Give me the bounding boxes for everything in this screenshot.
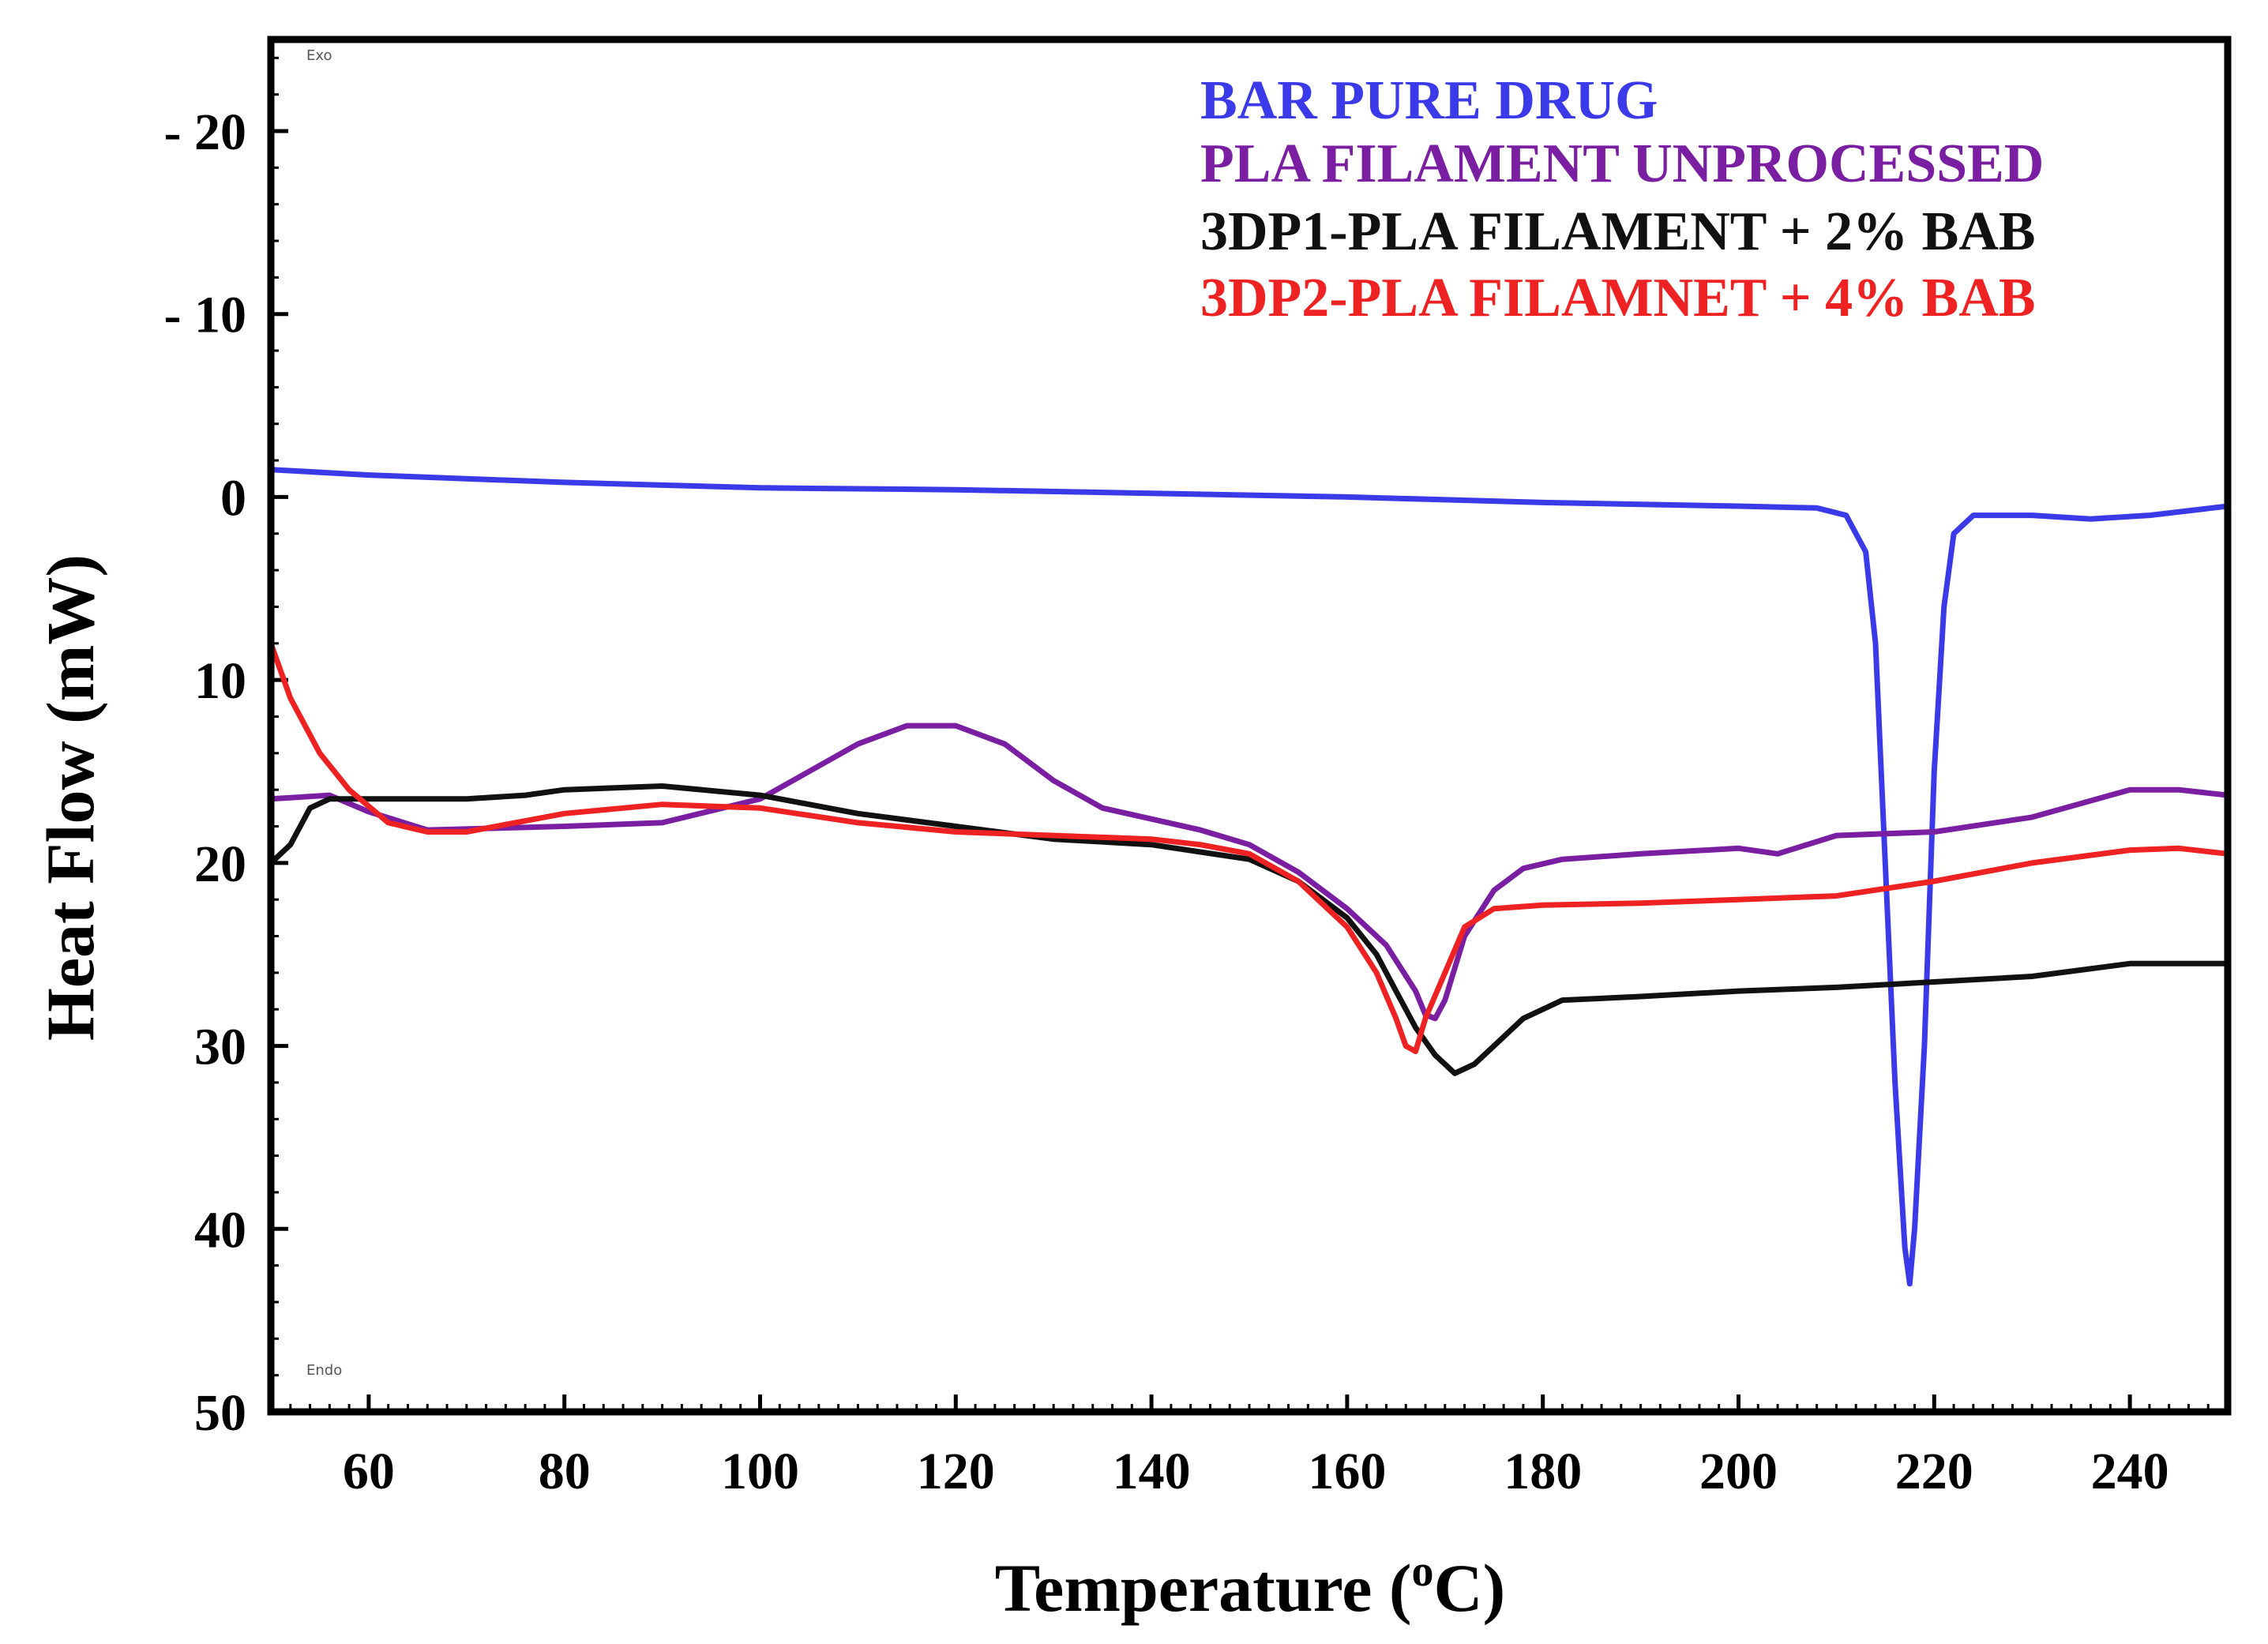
x-tick-label: 160 xyxy=(1308,1443,1386,1500)
x-tick-label: 180 xyxy=(1504,1443,1582,1500)
x-tick-label: 240 xyxy=(2091,1443,2169,1500)
y-tick-label: 50 xyxy=(194,1384,246,1442)
y-axis-title: Heat Flow (mW) xyxy=(32,554,108,1041)
series-line-2 xyxy=(268,723,2231,1022)
x-axis-title: Temperature (oC) xyxy=(995,1547,1506,1626)
x-tick-label: 120 xyxy=(917,1443,995,1500)
series-line-3 xyxy=(268,783,2231,1076)
y-tick-label: 40 xyxy=(194,1201,246,1259)
series-line-4 xyxy=(268,640,2231,1054)
legend-entry-4: 3DP2-PLA FILAMNET + 4% BAB xyxy=(1200,268,2036,328)
y-tick-label: - 20 xyxy=(164,103,246,161)
x-tick-label: 140 xyxy=(1113,1443,1191,1500)
y-tick-label: 30 xyxy=(194,1019,246,1076)
y-tick-label: - 10 xyxy=(164,287,246,344)
x-axis-title-text: Temperature ( xyxy=(995,1550,1412,1626)
x-tick-labels: 60 80 100 120 140 160 180 200 220 240 xyxy=(343,1443,2169,1500)
series-line-1 xyxy=(268,467,2231,1287)
x-tick-label: 60 xyxy=(343,1443,395,1500)
exo-corner-mark: Exo xyxy=(306,47,332,64)
y-tick-label: 20 xyxy=(194,835,246,893)
plot-frame xyxy=(267,36,2232,1416)
y-tick-label: 0 xyxy=(220,469,246,527)
x-tick-label: 100 xyxy=(721,1443,799,1500)
x-tick-label: 80 xyxy=(539,1443,591,1500)
x-tick-label: 220 xyxy=(1895,1443,1973,1500)
legend-entry-3: 3DP1-PLA FILAMENT + 2% BAB xyxy=(1200,201,2036,262)
y-tick-labels: - 20 - 10 0 10 20 30 40 50 xyxy=(164,103,246,1442)
series-layer xyxy=(268,467,2231,1287)
x-tick-label: 200 xyxy=(1699,1443,1778,1500)
legend-entry-2: PLA FILAMENT UNPROCESSED xyxy=(1200,133,2044,194)
x-axis-title-superscript: o xyxy=(1412,1547,1434,1596)
y-tick-label: 10 xyxy=(194,652,246,710)
legend-entry-1: BAR PURE DRUG xyxy=(1200,70,1658,131)
endo-corner-mark: Endo xyxy=(306,1362,342,1379)
x-axis-title-end: C) xyxy=(1434,1550,1506,1626)
